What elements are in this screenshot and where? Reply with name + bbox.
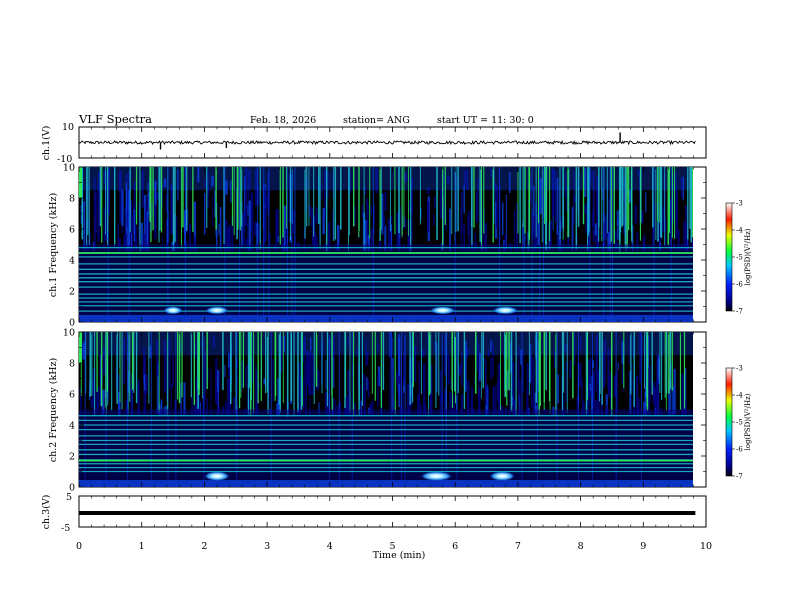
time-axis-label: Time (min) [373,550,426,561]
ch1-plot-frame [78,126,707,159]
ch1-ytick-label-top: 10 [62,122,74,133]
time-tick-label: 8 [578,541,584,552]
ch1-trace-line [78,139,696,146]
emission-burst [420,471,453,481]
ch1-spec-ytick-label: 2 [69,287,75,298]
ch2-colorbar-tick-label: -6 [736,446,743,454]
low-freq-floor [79,480,693,487]
ch1-axis-ticks [78,126,707,159]
ch2-colorbar [725,367,733,477]
ch3-ylabel: ch.3(V) [41,495,52,530]
emission-burst [163,306,183,315]
ch1-spectrogram-panel: 0 2 4 6 8 10 ch.1 Frequency (kHz) -3 -4 … [48,163,752,329]
time-tick-label: 0 [76,541,82,552]
time-tick-label: 5 [389,541,395,552]
ch1-colorbar-tick-label: -7 [736,308,743,316]
time-tick-label: 4 [327,541,333,552]
upper-haze [79,332,693,356]
ch1-spec-ytick-label: 4 [69,256,75,267]
ch2-spectrogram-panel: 0 2 4 6 8 10 ch.2 Frequency (kHz) -3 -4 … [48,328,752,494]
emission-burst [204,471,230,481]
ch2-spec-ytick-label: 2 [69,452,75,463]
emission-burst [430,306,456,315]
ch1-trace [78,132,696,150]
emission-burst [492,306,518,315]
ch2-spec-ylabel: ch.2 Frequency (kHz) [48,358,59,462]
ch1-waveform-panel: 10 -10 ch.1(V) [41,122,707,165]
ch2-colorbar-label: log(PSD)(V²/Hz) [744,393,752,450]
time-tick-label: 10 [700,541,712,552]
lower-band [79,409,693,487]
ch3-axis-ticks [78,495,707,528]
ch2-spectrogram-image [79,332,693,487]
time-axis-tick-labels: 0 1 2 3 4 5 6 7 8 9 10 [76,541,712,552]
ch1-colorbar-tick-label: -5 [736,254,743,262]
figure-title: VLF Spectra [78,112,152,126]
ch2-spec-ytick-label: 10 [63,328,75,339]
ch2-spec-ytick-label: 0 [69,483,75,494]
ch1-colorbar-tick-label: -3 [736,200,743,208]
ch1-spec-ylabel: ch.1 Frequency (kHz) [48,193,59,297]
ch2-spec-ytick-label: 8 [69,359,75,370]
low-freq-floor [79,315,693,322]
ch3-waveform-panel: 5 -5 ch.3(V) 0 1 2 3 4 5 6 7 8 9 10 Time… [41,492,712,561]
ch1-spec-ytick-label: 6 [69,225,75,236]
ch2-colorbar-tick-label: -5 [736,419,743,427]
ch2-colorbar-tick-label: -3 [736,365,743,373]
ch1-spec-axis-ticks [78,166,707,323]
ch1-colorbar-tick-label: -4 [736,227,743,235]
ch2-colorbar-tick-label: -7 [736,473,743,481]
time-tick-label: 6 [452,541,458,552]
emission-burst [489,471,515,481]
ch2-spec-ytick-label: 4 [69,421,75,432]
ch2-colorbar-tick-label: -4 [736,392,743,400]
ch1-spectrogram-image [79,167,693,322]
ch1-colorbar [725,202,733,312]
upper-haze [79,167,693,191]
ch1-ylabel: ch.1(V) [41,126,52,161]
ch1-spec-ytick-labels: 0 2 4 6 8 10 [63,163,75,329]
start-ut-label: start UT = 11: 30: 0 [437,115,534,126]
ch1-colorbar-tick-label: -6 [736,281,743,289]
ch2-colorbar-ticks: -3 -4 -5 -6 -7 [732,365,743,481]
ch1-spec-ytick-label: 10 [63,163,75,174]
time-tick-label: 2 [201,541,207,552]
ch1-spec-ytick-label: 8 [69,194,75,205]
emission-burst [205,306,229,315]
ch1-colorbar-label: log(PSD)(V²/Hz) [744,228,752,285]
ch2-spec-ytick-label: 6 [69,390,75,401]
time-tick-label: 9 [640,541,646,552]
ch3-ytick-label-top: 5 [66,492,72,503]
ch2-spec-ytick-labels: 0 2 4 6 8 10 [63,328,75,494]
ch2-spec-axis-ticks [78,331,707,488]
ch1-colorbar-ticks: -3 -4 -5 -6 -7 [732,200,743,316]
ch3-ytick-label-bottom: -5 [61,523,70,534]
time-tick-label: 7 [515,541,521,552]
station-label: station= ANG [343,115,410,126]
ch1-spec-ytick-label: 0 [69,318,75,329]
ch1-ytick-label-bottom: -10 [57,154,72,165]
time-tick-label: 1 [139,541,145,552]
date-label: Feb. 18, 2026 [250,115,316,126]
time-tick-label: 3 [264,541,270,552]
